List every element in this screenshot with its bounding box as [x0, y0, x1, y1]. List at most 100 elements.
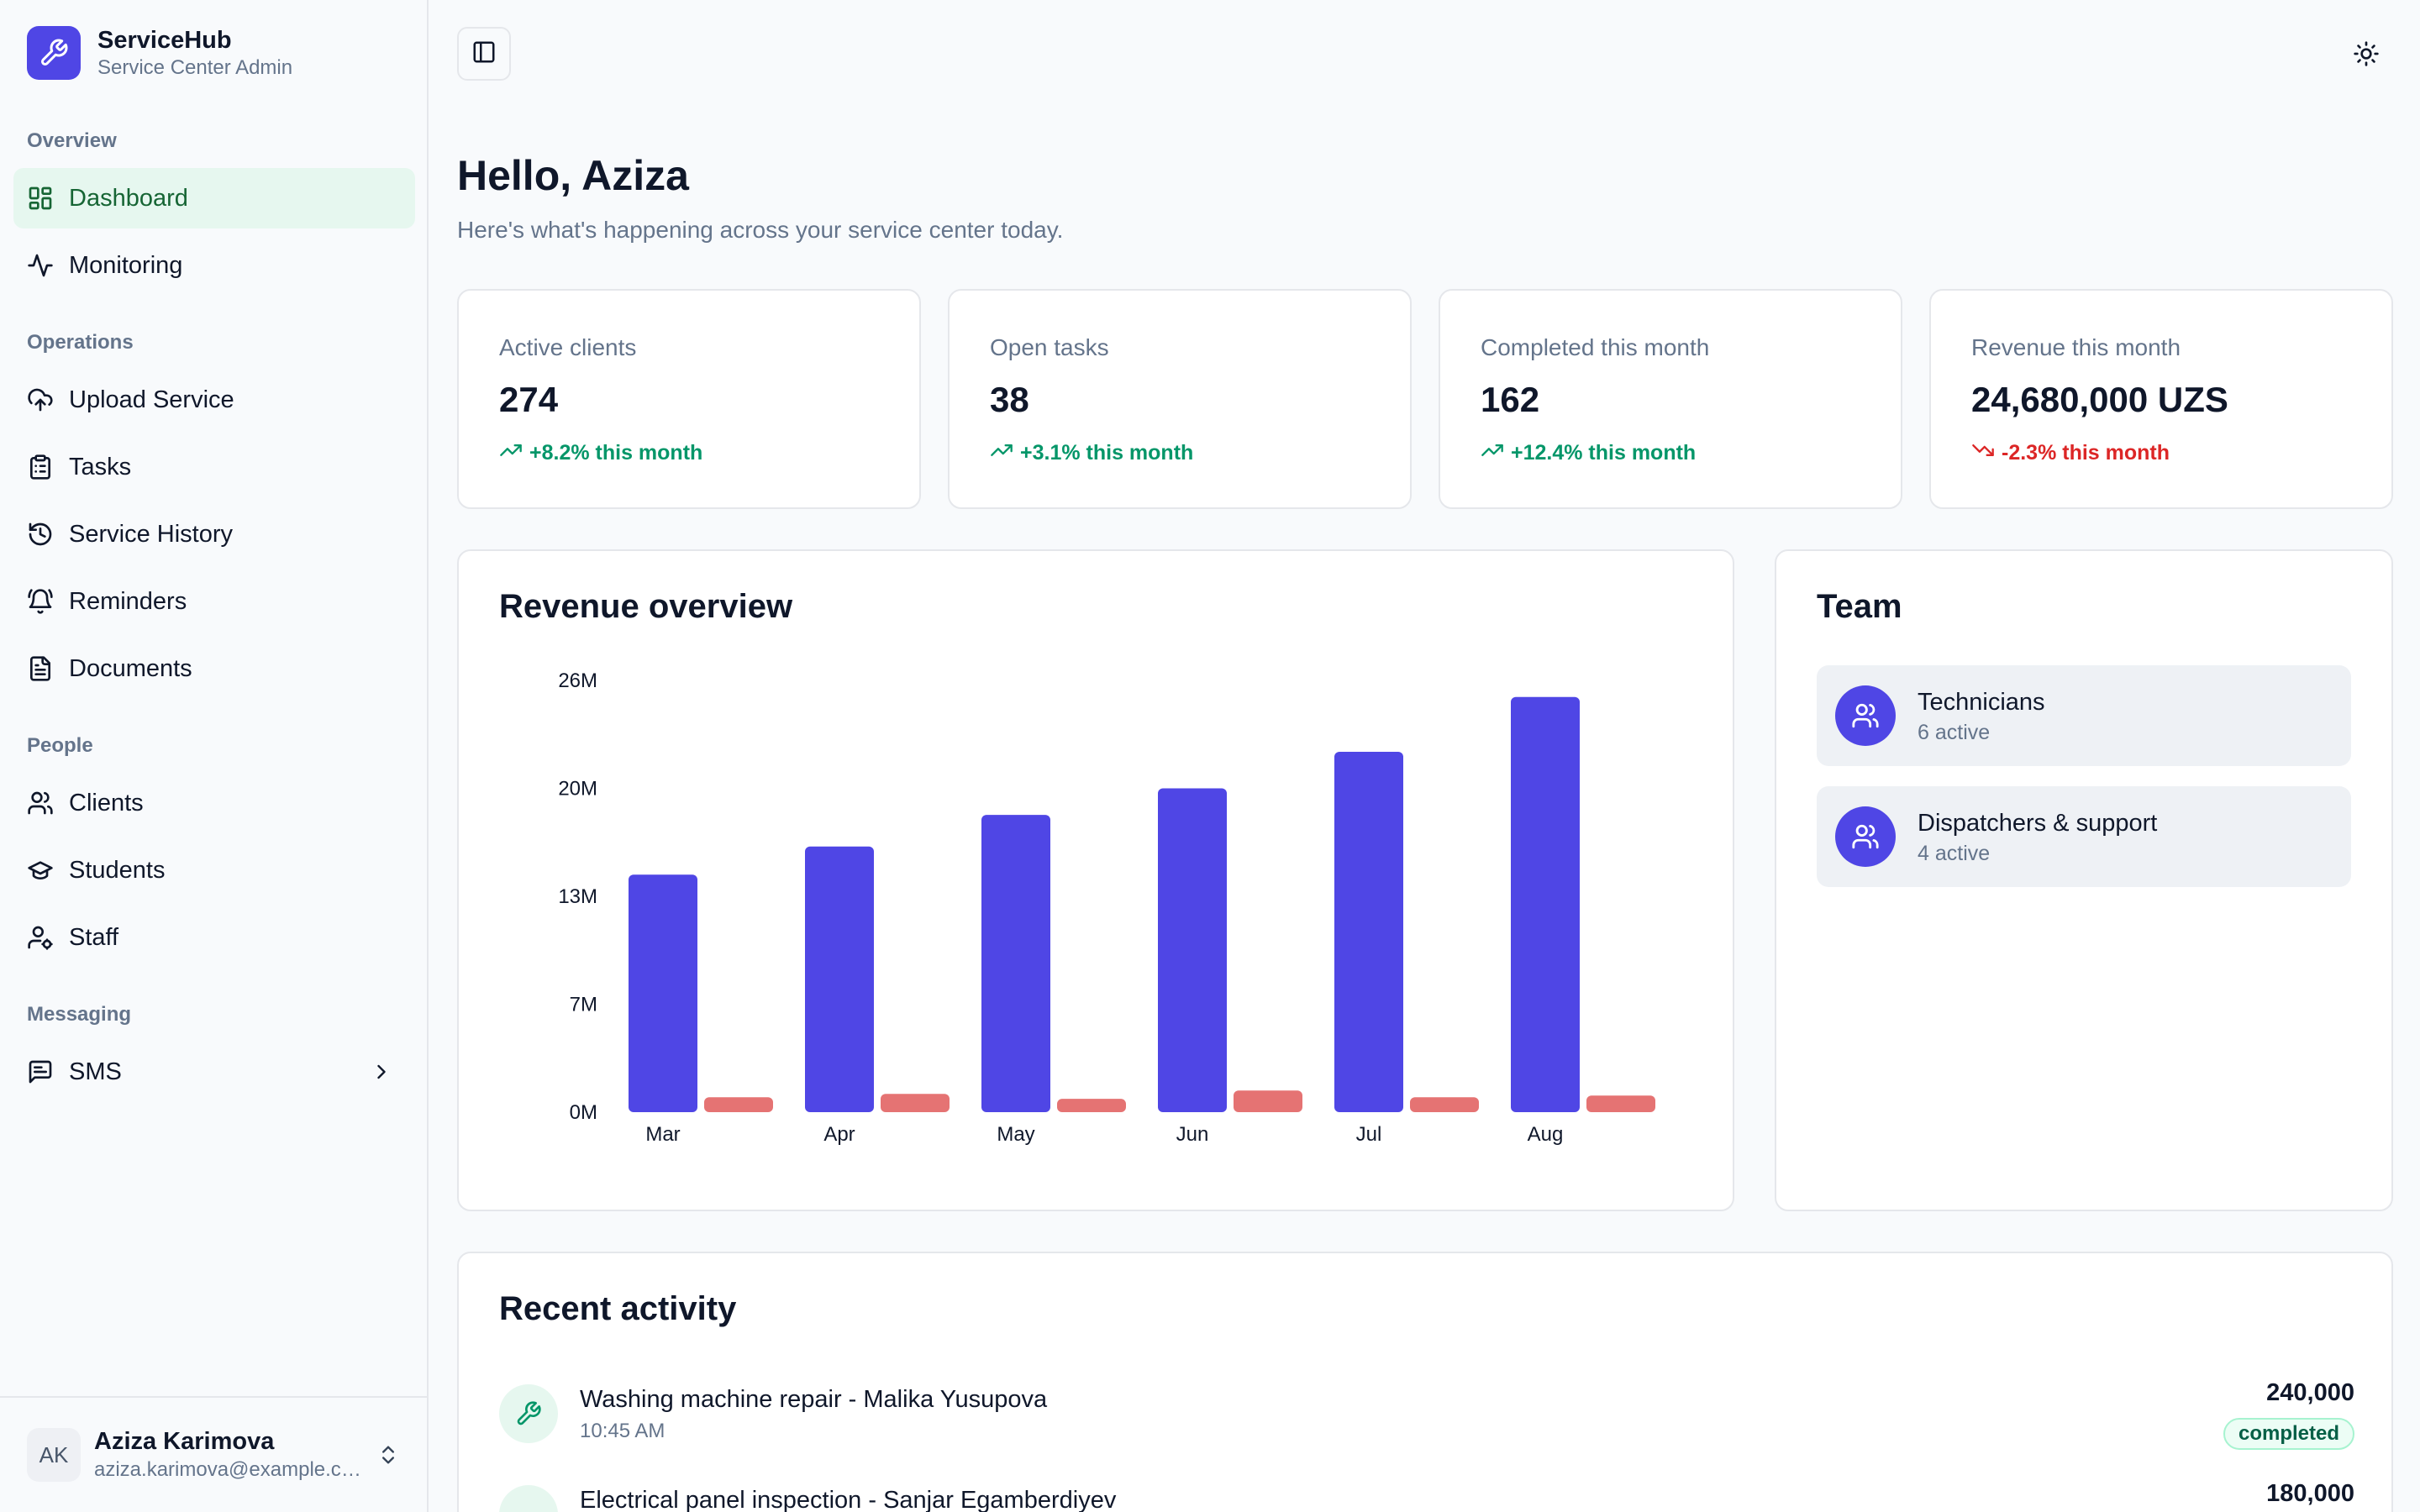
team-group-name: Technicians	[1918, 689, 2045, 716]
status-badge: completed	[2223, 1418, 2354, 1450]
team-group-count: 4 active	[1918, 842, 1991, 865]
stat-trend-text: +8.2% this month	[529, 441, 703, 465]
sidebar-toggle-button[interactable]	[457, 27, 511, 81]
bar-revenue[interactable]	[1511, 696, 1580, 1112]
stat-trend-text: -2.3% this month	[2002, 441, 2170, 465]
stat-card-open-tasks: Open tasks 38 +3.1% this month	[948, 289, 1412, 509]
sidebar: ServiceHub Service Center Admin Overview…	[0, 0, 429, 1512]
file-text-icon	[27, 655, 54, 682]
stat-label: Revenue this month	[1971, 334, 2181, 360]
sidebar-item-label: Staff	[69, 923, 119, 951]
chevrons-up-down-icon	[376, 1443, 400, 1471]
page-title: Hello, Aziza	[457, 152, 689, 199]
brand[interactable]: ServiceHub Service Center Admin	[27, 25, 292, 81]
sidebar-item-service-history[interactable]: Service History	[13, 504, 415, 564]
message-square-text-icon	[27, 1058, 54, 1085]
page-subtitle: Here's what's happening across your serv…	[457, 217, 1064, 243]
sidebar-item-label: Dashboard	[69, 184, 188, 212]
stat-label: Open tasks	[990, 334, 1109, 360]
x-tick-label: Aug	[1528, 1123, 1564, 1146]
x-tick-label: Apr	[823, 1123, 855, 1146]
x-tick-label: May	[997, 1123, 1034, 1146]
trending-up-icon	[499, 438, 523, 468]
recent-activity-title: Recent activity	[499, 1290, 737, 1327]
sidebar-item-clients[interactable]: Clients	[13, 773, 415, 833]
layout-dashboard-icon	[27, 185, 54, 212]
sidebar-item-reminders[interactable]: Reminders	[13, 571, 415, 632]
team-title: Team	[1817, 588, 1902, 625]
team-group-technicians[interactable]: Technicians 6 active	[1817, 665, 2351, 766]
sidebar-item-monitoring[interactable]: Monitoring	[13, 235, 415, 296]
sidebar-item-label: Reminders	[69, 587, 187, 615]
activity-time: 10:45 AM	[580, 1420, 666, 1442]
avatar: AK	[27, 1428, 81, 1482]
sidebar-item-tasks[interactable]: Tasks	[13, 437, 415, 497]
stat-value: 24,680,000 UZS	[1971, 380, 2228, 419]
bar-revenue[interactable]	[805, 846, 874, 1112]
user-name: Aziza Karimova	[94, 1428, 275, 1455]
activity-icon	[27, 252, 54, 279]
bar-secondary[interactable]	[1234, 1090, 1302, 1112]
sidebar-item-upload-service[interactable]: Upload Service	[13, 370, 415, 430]
stat-trend-text: +12.4% this month	[1511, 441, 1697, 465]
cloud-upload-icon	[27, 386, 54, 413]
y-tick-label: 13M	[558, 885, 597, 908]
stat-label: Active clients	[499, 334, 637, 360]
stat-card-active-clients: Active clients 274 +8.2% this month	[457, 289, 921, 509]
graduation-cap-icon	[27, 857, 54, 884]
recent-activity-card: Recent activity Washing machine repair -…	[457, 1252, 2393, 1512]
wrench-icon	[499, 1384, 558, 1443]
bar-revenue[interactable]	[1158, 788, 1227, 1113]
stat-value: 162	[1481, 380, 1540, 419]
team-group-dispatchers[interactable]: Dispatchers & support 4 active	[1817, 786, 2351, 887]
bell-ring-icon	[27, 588, 54, 615]
user-email: aziza.karimova@example.com	[94, 1458, 363, 1481]
bar-secondary[interactable]	[881, 1094, 950, 1112]
clipboard-list-icon	[27, 454, 54, 480]
bar-revenue[interactable]	[629, 874, 697, 1112]
wrench-icon	[27, 26, 81, 80]
sun-icon	[2353, 40, 2380, 71]
bar-revenue[interactable]	[981, 815, 1050, 1112]
stat-value: 274	[499, 380, 559, 419]
activity-title: Washing machine repair - Malika Yusupova	[580, 1386, 1048, 1413]
y-tick-label: 7M	[570, 994, 597, 1016]
user-menu[interactable]: AK Aziza Karimova aziza.karimova@example…	[0, 1396, 427, 1512]
sidebar-item-students[interactable]: Students	[13, 840, 415, 900]
trending-up-icon	[1481, 438, 1504, 468]
bar-secondary[interactable]	[1057, 1099, 1126, 1112]
revenue-overview-card: Revenue overview 0M 7M 13M 20M 26M Mar Apr May J…	[457, 549, 1734, 1211]
sidebar-item-staff[interactable]: Staff	[13, 907, 415, 968]
chevron-right-icon	[370, 1060, 393, 1090]
stat-trend: +3.1% this month	[990, 438, 1193, 468]
bar-secondary[interactable]	[704, 1097, 773, 1112]
bar-revenue[interactable]	[1334, 752, 1403, 1112]
brand-name: ServiceHub	[97, 27, 232, 54]
sidebar-item-sms[interactable]: SMS	[13, 1042, 415, 1102]
sidebar-item-label: Students	[69, 856, 166, 884]
users-icon	[1835, 806, 1896, 867]
activity-item[interactable]: Electrical panel inspection - Sanjar Ega…	[499, 1473, 2354, 1512]
activity-item[interactable]: Washing machine repair - Malika Yusupova…	[499, 1373, 2354, 1465]
theme-toggle-button[interactable]	[2349, 39, 2383, 72]
activity-amount: 240,000	[2266, 1379, 2354, 1406]
x-tick-label: Mar	[645, 1123, 680, 1146]
y-tick-label: 26M	[558, 669, 597, 692]
team-group-count: 6 active	[1918, 721, 1991, 744]
stat-trend: -2.3% this month	[1971, 438, 2170, 468]
users-icon	[1835, 685, 1896, 746]
sidebar-item-documents[interactable]: Documents	[13, 638, 415, 699]
sidebar-item-dashboard[interactable]: Dashboard	[13, 168, 415, 228]
section-label-operations: Operations	[27, 331, 134, 354]
stat-value: 38	[990, 380, 1029, 419]
bar-secondary[interactable]	[1586, 1095, 1655, 1112]
stat-label: Completed this month	[1481, 334, 1710, 360]
sidebar-item-label: Upload Service	[69, 386, 234, 413]
bar-secondary[interactable]	[1410, 1097, 1479, 1112]
stat-trend: +8.2% this month	[499, 438, 702, 468]
trending-up-icon	[990, 438, 1013, 468]
y-tick-label: 0M	[570, 1101, 597, 1124]
history-icon	[27, 521, 54, 548]
x-tick-label: Jul	[1356, 1123, 1382, 1146]
user-cog-icon	[27, 924, 54, 951]
